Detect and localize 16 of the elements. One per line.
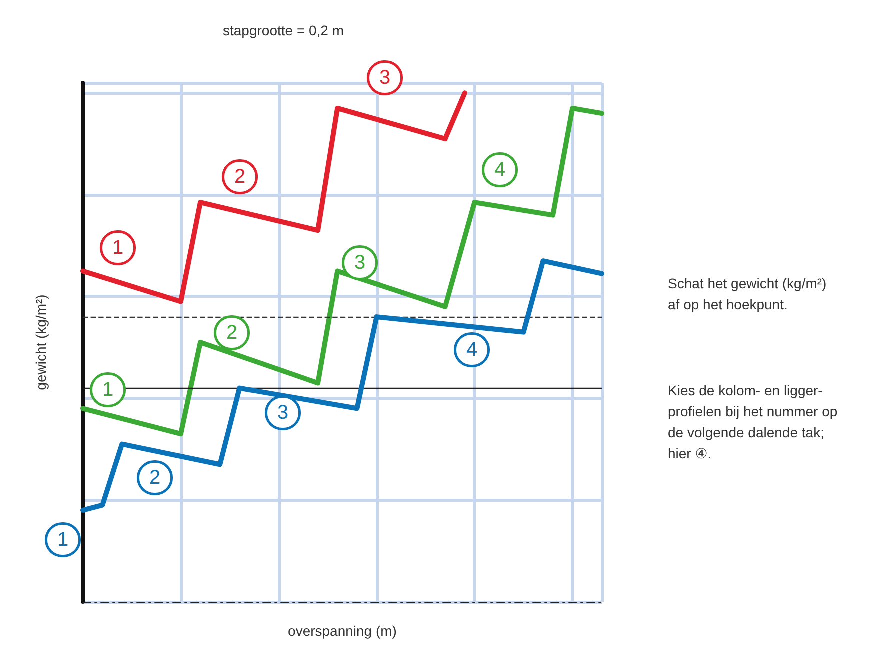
annotation: 3	[354, 252, 366, 274]
annotation: 3	[277, 402, 289, 424]
y-axis-title: gewicht (kg/m²)	[33, 294, 49, 390]
text: 3	[379, 67, 391, 89]
annotation: 1	[112, 237, 124, 259]
annotation: 2	[226, 322, 238, 344]
annotation: 4	[494, 159, 506, 181]
annotation: 2	[149, 467, 161, 489]
text: 1	[57, 529, 69, 551]
annotation: 4	[466, 339, 478, 361]
text: stapgrootte = 0,2 m	[223, 22, 344, 38]
text: Schat het gewicht (kg/m²) af op het hoekpunt.	[668, 276, 827, 312]
text: Kies de kolom- en ligger- profielen bij het nummer op de volgende dalende tak; hier ④.	[668, 382, 838, 462]
annotation: 2	[234, 166, 246, 188]
annotation: 1	[102, 379, 114, 401]
x-axis-title: overspanning (m)	[288, 623, 397, 639]
